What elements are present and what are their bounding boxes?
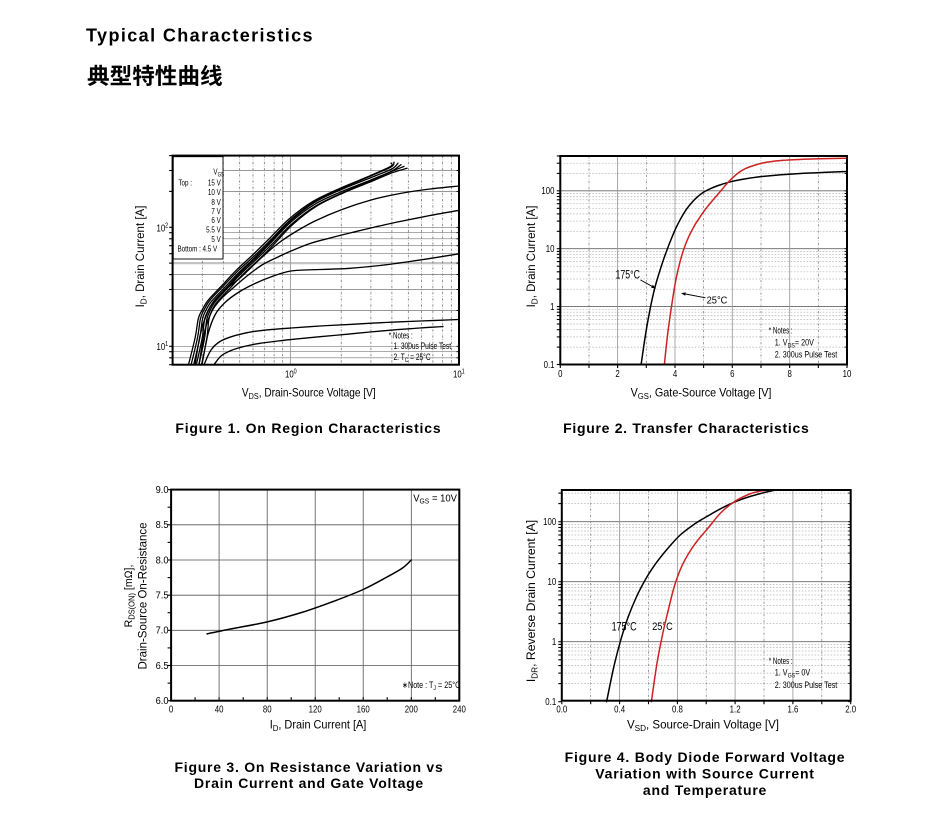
svg-text:ID​, Drain Current [A]: ID​, Drain Current [A] — [270, 719, 367, 733]
svg-text:101: 101 — [157, 341, 169, 353]
svg-text:VGS: VGS — [213, 166, 224, 178]
svg-text:160: 160 — [357, 704, 370, 715]
svg-text:8: 8 — [788, 368, 792, 379]
svg-text:2. TC​ = 25°C: 2. TC​ = 25°C — [394, 352, 431, 364]
svg-text:Variation with Source Current: Variation with Source Current — [595, 766, 814, 782]
svg-text:7 V: 7 V — [211, 206, 221, 216]
svg-text:10: 10 — [546, 243, 555, 254]
svg-text:Drain Current and Gate Voltage: Drain Current and Gate Voltage — [194, 775, 424, 791]
svg-text:4: 4 — [673, 368, 677, 379]
svg-text:* Notes :: * Notes : — [389, 330, 413, 341]
svg-text:0.1: 0.1 — [544, 359, 555, 370]
svg-text:Figure 1. On Region Characteri: Figure 1. On Region Characteristics — [175, 420, 441, 436]
svg-text:2.0: 2.0 — [845, 704, 856, 715]
svg-text:ID​, Drain Current [A]: ID​, Drain Current [A] — [135, 206, 149, 308]
svg-text:1. VDS​= 20V: 1. VDS​= 20V — [775, 338, 815, 350]
svg-text:Figure 3. On Resistance Variat: Figure 3. On Resistance Variation vs — [175, 759, 444, 775]
svg-text:6.0: 6.0 — [156, 696, 169, 707]
svg-text:6: 6 — [730, 368, 734, 379]
svg-text:7.5: 7.5 — [156, 590, 169, 601]
svg-text:100: 100 — [541, 185, 554, 196]
svg-text:10: 10 — [547, 576, 556, 587]
svg-text:1.6: 1.6 — [787, 704, 798, 715]
svg-text:0.4: 0.4 — [614, 704, 625, 715]
svg-text:120: 120 — [309, 704, 322, 715]
svg-text:0: 0 — [558, 368, 562, 379]
svg-text:Figure 2. Transfer Characteris: Figure 2. Transfer Characteristics — [563, 420, 809, 436]
svg-text:1.2: 1.2 — [730, 704, 741, 715]
svg-text:80: 80 — [263, 704, 272, 715]
svg-text:175°C: 175°C — [616, 268, 641, 282]
svg-text:* Notes :: * Notes : — [769, 325, 793, 336]
svg-text:Typical Characteristics: Typical Characteristics — [86, 25, 314, 45]
svg-text:25°C: 25°C — [652, 622, 673, 634]
svg-text:100: 100 — [543, 516, 556, 527]
svg-text:Top :: Top : — [178, 177, 192, 187]
svg-text:0.1: 0.1 — [545, 696, 556, 707]
svg-text:0.0: 0.0 — [556, 704, 567, 715]
svg-text:6 V: 6 V — [211, 215, 221, 225]
svg-text:VGS​, Gate-Source Voltage [V]: VGS​, Gate-Source Voltage [V] — [631, 387, 772, 401]
svg-text:5.5 V: 5.5 V — [206, 224, 221, 234]
svg-text:Figure 4. Body Diode Forward V: Figure 4. Body Diode Forward Voltage — [565, 749, 846, 765]
svg-text:240: 240 — [453, 704, 466, 715]
svg-text:VSD​, Source-Drain Voltage [V]: VSD​, Source-Drain Voltage [V] — [627, 720, 779, 734]
svg-text:8.5: 8.5 — [156, 520, 169, 531]
svg-text:∗Note : TJ​ = 25°C: ∗Note : TJ​ = 25°C — [402, 680, 460, 692]
svg-text:1: 1 — [552, 636, 556, 647]
svg-text:1: 1 — [550, 301, 554, 312]
svg-text:and Temperature: and Temperature — [643, 782, 767, 798]
svg-text:2. 300us Pulse Test: 2. 300us Pulse Test — [775, 350, 838, 360]
svg-text:Drain-Source On-Resistance: Drain-Source On-Resistance — [138, 522, 150, 669]
svg-text:Bottom : 4.5 V: Bottom : 4.5 V — [178, 243, 218, 253]
svg-text:200: 200 — [405, 704, 418, 715]
svg-text:9.0: 9.0 — [156, 485, 169, 496]
svg-text:1. VGS​= 0V: 1. VGS​= 0V — [775, 668, 811, 680]
svg-text:2: 2 — [615, 368, 619, 379]
svg-text:2. 300us Pulse Test: 2. 300us Pulse Test — [775, 680, 838, 690]
svg-text:8 V: 8 V — [211, 197, 221, 207]
svg-text:5 V: 5 V — [211, 234, 221, 244]
svg-text:0.8: 0.8 — [672, 704, 683, 715]
svg-text:0: 0 — [169, 704, 173, 715]
svg-text:15 V: 15 V — [208, 177, 222, 187]
svg-text:VDS​, Drain-Source Voltage [V]: VDS​, Drain-Source Voltage [V] — [242, 387, 376, 401]
svg-text:40: 40 — [215, 704, 224, 715]
svg-text:8.0: 8.0 — [156, 555, 169, 566]
svg-text:102: 102 — [157, 222, 169, 234]
svg-text:IDR​, Reverse Drain Current [A: IDR​, Reverse Drain Current [A] — [524, 520, 540, 682]
svg-text:6.5: 6.5 — [156, 661, 169, 672]
svg-text:10: 10 — [843, 368, 852, 379]
svg-text:101: 101 — [453, 368, 465, 380]
svg-text:1. 300us Pulse Test: 1. 300us Pulse Test — [394, 341, 452, 351]
svg-text:25°C: 25°C — [707, 295, 728, 306]
svg-text:ID​, Drain Current [A]: ID​, Drain Current [A] — [526, 206, 540, 308]
svg-text:100: 100 — [285, 368, 297, 380]
svg-text:* Notes :: * Notes : — [769, 656, 793, 667]
svg-text:7.0: 7.0 — [156, 625, 169, 636]
svg-text:10 V: 10 V — [208, 187, 222, 197]
